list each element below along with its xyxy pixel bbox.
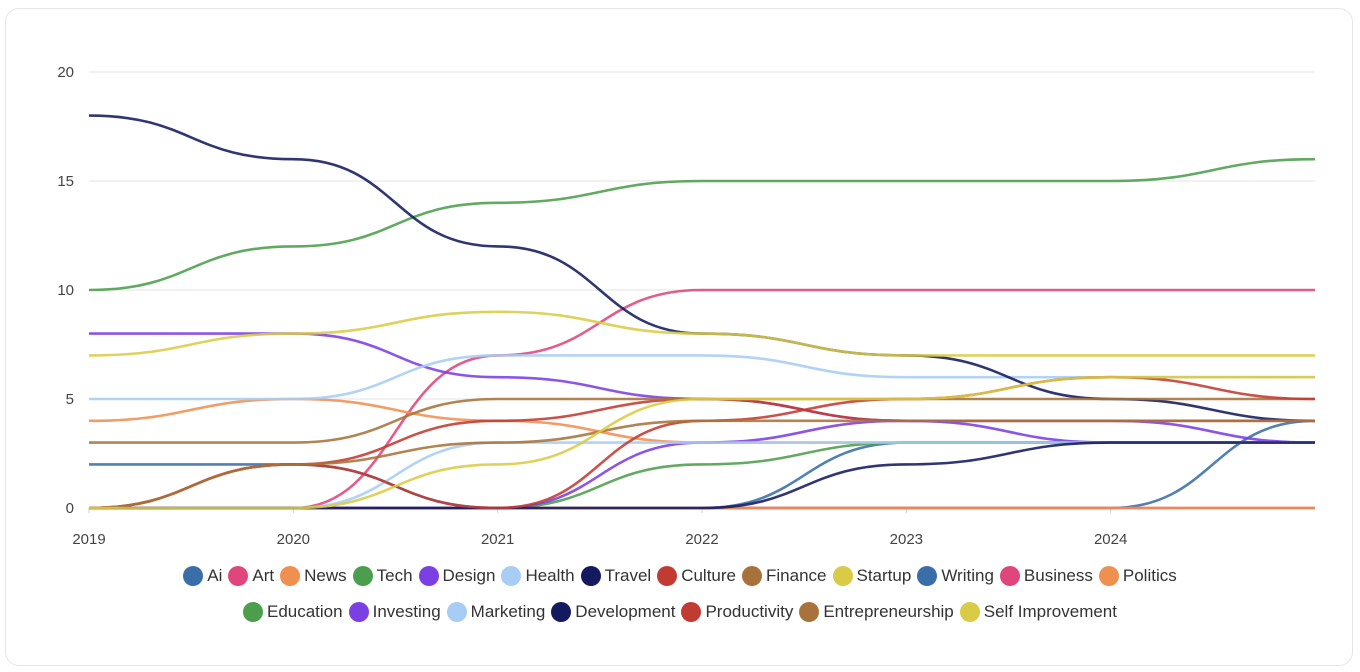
legend-swatch-icon: [917, 566, 938, 586]
legend-item-finance[interactable]: Finance: [742, 566, 827, 586]
legend-label: Education: [266, 602, 343, 621]
legend-swatch-icon: [418, 566, 439, 586]
legend-item-marketing[interactable]: Marketing: [446, 602, 546, 622]
y-tick-label: 15: [57, 173, 74, 190]
series-line-self-improvement: [89, 375, 1315, 510]
y-tick-label: 0: [66, 500, 74, 517]
legend-swatch-icon: [242, 602, 263, 622]
series-line-startup: [88, 310, 1315, 357]
legend-swatch-icon: [446, 602, 467, 622]
legend-swatch-icon: [228, 566, 249, 586]
legend-swatch-icon: [681, 602, 702, 622]
series-line-marketing: [89, 441, 1315, 510]
legend-label: Ai: [207, 566, 223, 585]
legend-swatch-icon: [183, 566, 204, 586]
legend-label: Politics: [1122, 566, 1177, 585]
x-tick-label: 2024: [1094, 531, 1127, 548]
legend-item-travel[interactable]: Travel: [580, 566, 652, 586]
legend-label: Productivity: [705, 602, 794, 621]
legend-swatch-icon: [280, 566, 301, 586]
legend-swatch-icon: [580, 566, 601, 586]
series-line-writing: [89, 441, 1315, 510]
legend-swatch-icon: [1098, 566, 1119, 586]
line-chart: 0 5 10 15 20 2019 2020 2021 2022 2023 2024: [57, 64, 1316, 548]
legend-label: Design: [442, 566, 496, 585]
legend-label: Self Improvement: [983, 602, 1117, 621]
legend-label: Finance: [766, 566, 827, 585]
legend-item-art[interactable]: Art: [228, 566, 274, 586]
y-tick-label: 20: [57, 64, 74, 81]
legend-label: Startup: [856, 566, 912, 585]
x-tick-label: 2021: [481, 531, 514, 548]
legend-label: Art: [252, 566, 275, 585]
legend-swatch-icon: [501, 566, 522, 586]
x-tick-label: 2022: [685, 531, 718, 548]
legend-label: Writing: [941, 566, 994, 585]
y-tick-label: 5: [66, 391, 74, 408]
legend-item-productivity[interactable]: Productivity: [681, 602, 793, 622]
legend-item-politics[interactable]: Politics: [1098, 566, 1177, 586]
legend-item-writing[interactable]: Writing: [917, 566, 994, 586]
legend-label: Investing: [372, 602, 441, 621]
legend-label: Business: [1023, 566, 1093, 585]
legend-item-culture[interactable]: Culture: [657, 566, 736, 586]
legend-item-startup[interactable]: Startup: [832, 566, 912, 586]
series-line-travel: [88, 114, 1316, 423]
legend-swatch-icon: [832, 566, 853, 586]
legend-label: Marketing: [470, 602, 546, 621]
x-tick-label: 2020: [277, 531, 310, 548]
legend-item-ai[interactable]: Ai: [183, 566, 222, 586]
legend-item-health[interactable]: Health: [501, 566, 575, 586]
legend-item-entrepreneurship[interactable]: Entrepreneurship: [799, 602, 954, 622]
legend-swatch-icon: [959, 602, 980, 622]
legend-swatch-icon: [999, 566, 1020, 586]
legend-swatch-icon: [348, 602, 369, 622]
legend-item-tech[interactable]: Tech: [352, 566, 413, 586]
legend-item-design[interactable]: Design: [418, 566, 496, 586]
legend-label: Health: [525, 566, 575, 585]
series-line-entrepreneurship: [88, 419, 1315, 510]
series-line-development: [89, 441, 1315, 510]
legend-label: Travel: [604, 566, 652, 585]
series-line-education: [89, 441, 1315, 510]
legend-label: Tech: [376, 566, 413, 585]
series-line-culture: [88, 397, 1315, 510]
series-line-tech: [88, 157, 1316, 292]
legend-swatch-icon: [657, 566, 678, 586]
legend-item-education[interactable]: Education: [242, 602, 343, 622]
legend-label: Entrepreneurship: [823, 602, 954, 621]
legend-label: Culture: [681, 566, 737, 585]
legend-item-news[interactable]: News: [280, 566, 347, 586]
legend-swatch-icon: [799, 602, 820, 622]
chart-legend: Ai Art News Tech Design Health Travel Culture Fi…: [0, 558, 1360, 630]
legend-item-business[interactable]: Business: [999, 566, 1093, 586]
y-tick-label: 10: [57, 282, 74, 299]
x-tick-label: 2023: [890, 531, 923, 548]
series-line-design: [88, 332, 1316, 444]
legend-item-development[interactable]: Development: [551, 602, 675, 622]
legend-row: Ai Art News Tech Design Health Travel Culture Fi…: [0, 558, 1360, 594]
legend-label: News: [304, 566, 347, 585]
legend-swatch-icon: [742, 566, 763, 586]
legend-label: Development: [575, 602, 676, 621]
legend-row: Education Investing Marketing Development Pr…: [0, 594, 1360, 630]
legend-swatch-icon: [352, 566, 373, 586]
legend-item-investing[interactable]: Investing: [348, 602, 441, 622]
x-tick-label: 2019: [72, 531, 105, 548]
legend-item-self-improvement[interactable]: Self Improvement: [959, 602, 1117, 622]
legend-swatch-icon: [551, 602, 572, 622]
